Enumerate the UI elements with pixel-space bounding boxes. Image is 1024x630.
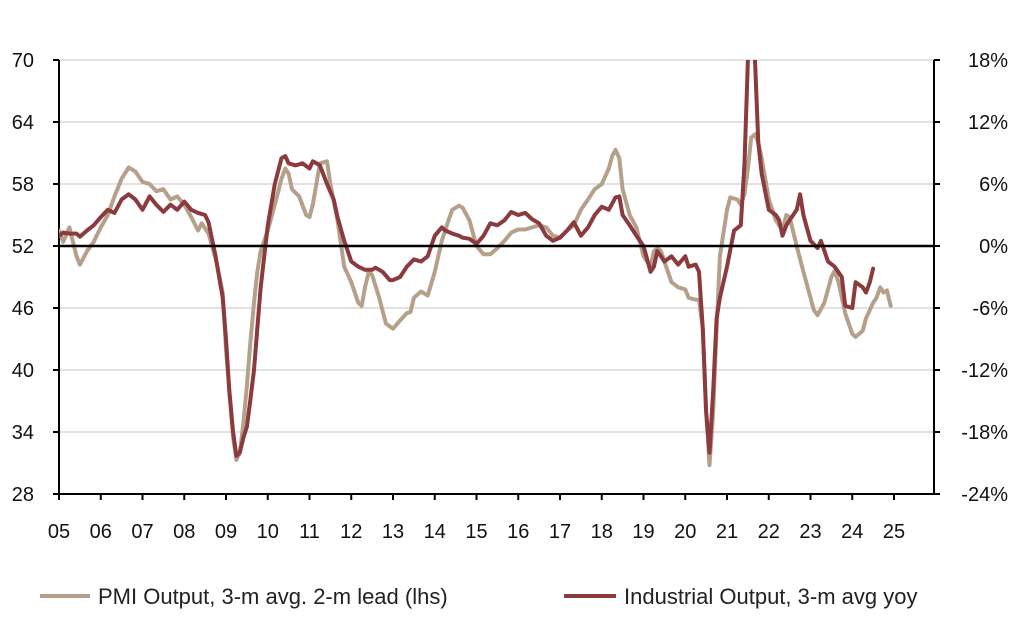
right-tick-label: 0% <box>979 236 1008 258</box>
x-tick-label: 11 <box>299 521 320 543</box>
left-tick-label: 40 <box>12 360 34 382</box>
gridlines <box>59 59 934 495</box>
right-tick-label: -24% <box>961 484 1008 506</box>
x-tick-label: 10 <box>257 521 279 543</box>
left-tick-label: 70 <box>12 50 34 72</box>
right-tick-label: 6% <box>979 174 1008 196</box>
left-tick-label: 64 <box>12 112 34 134</box>
right-tick-label: -12% <box>961 360 1008 382</box>
legend-item-industrial-output: Industrial Output, 3-m avg yoy <box>564 584 917 609</box>
series-lines <box>59 60 893 468</box>
x-tick-label: 22 <box>758 521 780 543</box>
x-tick-label: 14 <box>424 521 446 543</box>
right-tick-label: 18% <box>968 50 1008 72</box>
right-tick-label: -6% <box>972 298 1008 320</box>
left-tick-label: 34 <box>12 422 34 444</box>
legend-label-industrial-output: Industrial Output, 3-m avg yoy <box>624 584 917 609</box>
legend-item-pmi-output: PMI Output, 3-m avg. 2-m lead (lhs) <box>40 584 448 609</box>
left-tick-label: 52 <box>12 236 34 258</box>
right-axis-ticks: -24% -18% -12% -6% 0% 6% 12% 18% <box>934 50 1008 506</box>
x-tick-label: 07 <box>131 521 153 543</box>
x-tick-label: 25 <box>883 521 905 543</box>
x-tick-label: 06 <box>90 521 112 543</box>
x-tick-label: 09 <box>215 521 237 543</box>
legend: PMI Output, 3-m avg. 2-m lead (lhs) Indu… <box>40 584 917 609</box>
x-tick-label: 23 <box>799 521 821 543</box>
x-tick-label: 16 <box>507 521 529 543</box>
left-tick-label: 58 <box>12 174 34 196</box>
left-tick-label: 46 <box>12 298 34 320</box>
series-line-industrial-output <box>59 60 876 458</box>
right-tick-label: -18% <box>961 422 1008 444</box>
x-tick-label: 18 <box>591 521 613 543</box>
x-tick-label: 20 <box>674 521 696 543</box>
x-tick-label: 05 <box>48 521 70 543</box>
x-tick-label: 19 <box>632 521 654 543</box>
x-tick-label: 08 <box>173 521 195 543</box>
x-tick-label: 21 <box>716 521 738 543</box>
x-tick-label: 13 <box>382 521 404 543</box>
right-tick-label: 12% <box>968 112 1008 134</box>
axes <box>58 60 935 495</box>
x-axis-ticks: 05 06 07 08 09 10 11 12 13 14 15 16 17 18 19 20 21 22 23 24… <box>48 494 905 543</box>
x-tick-label: 15 <box>465 521 487 543</box>
left-axis-ticks: 28 34 40 46 52 58 64 70 <box>12 50 59 506</box>
left-tick-label: 28 <box>12 484 34 506</box>
x-tick-label: 12 <box>340 521 362 543</box>
x-tick-label: 24 <box>841 521 863 543</box>
x-tick-label: 17 <box>549 521 571 543</box>
legend-label-pmi-output: PMI Output, 3-m avg. 2-m lead (lhs) <box>98 584 448 609</box>
